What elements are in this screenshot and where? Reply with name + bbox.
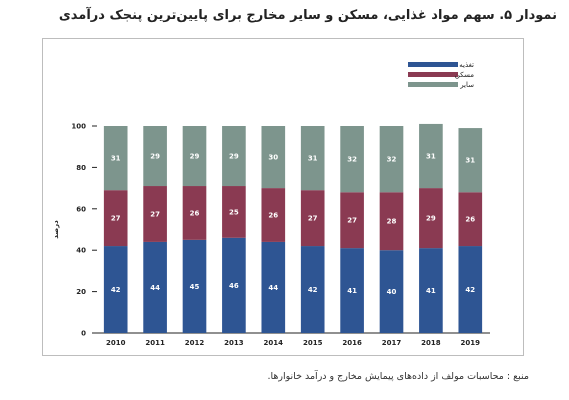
data-label: 44 — [150, 284, 160, 292]
x-tick-label: 2011 — [145, 339, 165, 347]
bar-segment-food — [261, 241, 286, 333]
bar-segment-food — [458, 246, 483, 333]
source-note: منبع : محاسبات مولف از داده‌های پیمایش م… — [267, 371, 529, 382]
data-label: 25 — [229, 208, 239, 216]
legend-swatch-housing — [408, 72, 458, 77]
data-label: 29 — [426, 215, 436, 223]
bar-segment-other — [340, 126, 364, 193]
x-tick-label: 2010 — [106, 339, 126, 347]
bar-segment-other — [419, 123, 443, 189]
data-label: 28 — [387, 218, 397, 226]
bar-segment-housing — [222, 186, 246, 238]
x-tick-label: 2014 — [264, 339, 284, 347]
bar-segment-other — [261, 126, 286, 189]
bar-segment-food — [379, 250, 404, 333]
x-tick-label: 2012 — [185, 339, 205, 347]
data-label: 27 — [347, 217, 357, 225]
data-label: 31 — [426, 153, 436, 161]
data-label: 27 — [308, 215, 318, 223]
data-label: 29 — [190, 153, 200, 161]
data-label: 30 — [268, 154, 278, 162]
legend-swatch-other — [408, 82, 458, 87]
chart-title: نمودار ۵. سهم مواد غذایی، مسکن و سایر مخ… — [58, 8, 557, 23]
bar-segment-food — [419, 248, 443, 333]
bar-segment-food — [300, 246, 325, 333]
bar-segment-housing — [182, 186, 207, 240]
data-label: 40 — [387, 288, 397, 296]
bar-segment-other — [379, 126, 404, 193]
data-label: 42 — [308, 286, 318, 294]
data-label: 42 — [111, 286, 121, 294]
x-tick-label: 2017 — [382, 339, 402, 347]
data-label: 41 — [347, 287, 357, 295]
y-tick-label: 80 — [76, 164, 86, 172]
x-tick-label: 2016 — [342, 339, 362, 347]
x-tick-label: 2013 — [224, 339, 244, 347]
data-label: 27 — [111, 215, 121, 223]
bar-segment-housing — [300, 190, 325, 247]
legend-label: سایر — [459, 81, 474, 89]
bar-segment-other — [222, 126, 246, 187]
y-tick-label: 0 — [81, 330, 86, 338]
y-tick-label: 60 — [76, 205, 86, 213]
bar-segment-food — [222, 237, 246, 333]
bar-segment-housing — [458, 192, 483, 247]
data-label: 31 — [308, 155, 318, 163]
x-tick-label: 2018 — [421, 339, 441, 347]
bar-segment-housing — [340, 192, 364, 249]
legend-label: تغذیه — [459, 61, 474, 69]
bar-segment-housing — [419, 188, 443, 249]
data-label: 26 — [465, 216, 475, 224]
bar-segment-food — [143, 241, 167, 333]
y-tick-label: 40 — [76, 247, 86, 255]
bar-segment-housing — [143, 186, 167, 242]
data-label: 32 — [387, 156, 397, 164]
data-label: 31 — [111, 155, 121, 163]
legend-label: مسکن — [455, 71, 474, 79]
bar-segment-other — [182, 126, 207, 187]
data-label: 29 — [150, 153, 160, 161]
data-label: 44 — [268, 284, 278, 292]
bar-segment-housing — [379, 192, 404, 251]
bar-segment-housing — [103, 190, 128, 247]
data-label: 32 — [347, 156, 357, 164]
bar-segment-food — [340, 248, 364, 333]
data-label: 42 — [465, 286, 475, 294]
data-label: 45 — [190, 283, 200, 291]
x-tick-label: 2019 — [461, 339, 481, 347]
data-label: 26 — [268, 212, 278, 220]
bar-segment-other — [458, 128, 483, 193]
data-label: 46 — [229, 282, 239, 290]
bar-segment-other — [103, 126, 128, 191]
y-tick-label: 100 — [71, 123, 86, 131]
bar-segment-food — [103, 246, 128, 333]
x-tick-label: 2015 — [303, 339, 323, 347]
data-label: 29 — [229, 153, 239, 161]
legend-swatch-food — [408, 62, 458, 67]
bar-segment-other — [300, 126, 325, 191]
bar-segment-housing — [261, 188, 286, 242]
y-axis-label: درصد — [52, 220, 60, 239]
y-tick-label: 20 — [76, 288, 86, 296]
data-label: 27 — [150, 210, 160, 218]
data-label: 26 — [190, 209, 200, 217]
data-label: 31 — [465, 157, 475, 165]
bar-segment-other — [143, 126, 167, 187]
data-label: 41 — [426, 287, 436, 295]
bar-segment-food — [182, 239, 207, 333]
